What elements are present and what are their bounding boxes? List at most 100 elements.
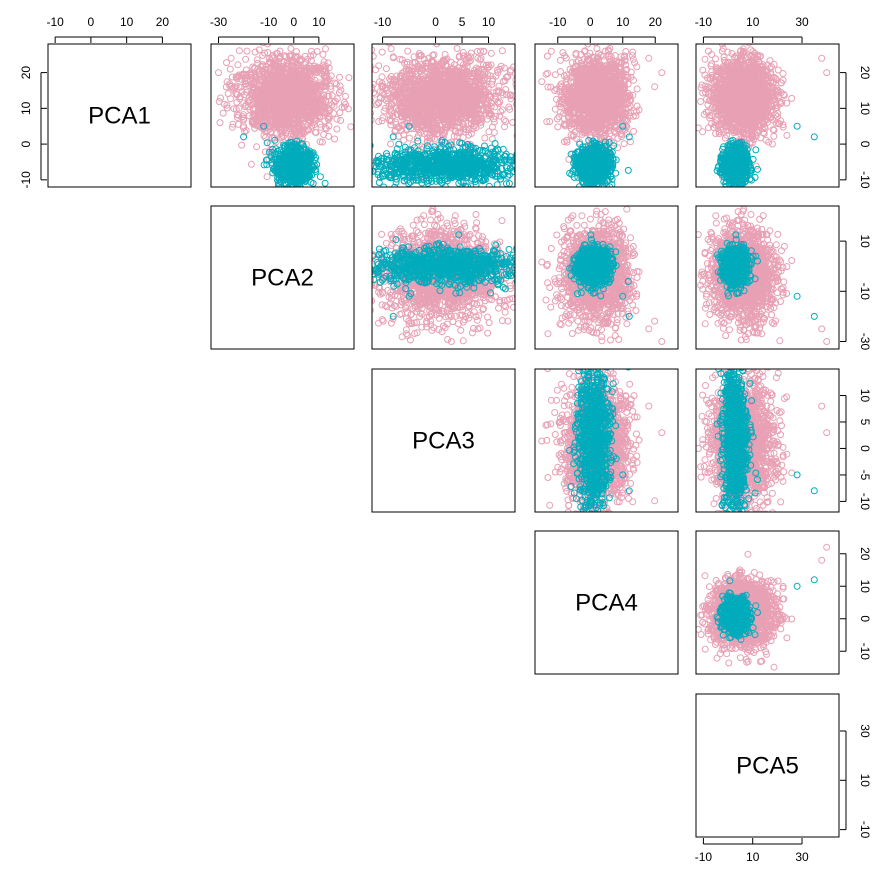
data-point xyxy=(296,170,304,178)
data-point xyxy=(322,82,330,90)
data-point xyxy=(471,178,479,186)
data-point xyxy=(266,79,274,87)
data-point xyxy=(361,82,367,88)
data-point xyxy=(266,55,273,62)
data-point xyxy=(415,164,423,172)
data-point xyxy=(281,129,289,137)
data-point xyxy=(313,161,321,169)
data-point xyxy=(455,52,463,60)
data-point xyxy=(261,148,269,156)
data-point xyxy=(513,132,515,139)
data-point xyxy=(363,108,369,114)
data-point xyxy=(288,90,296,98)
data-point xyxy=(356,172,362,178)
data-point xyxy=(423,137,431,145)
data-point xyxy=(476,56,484,64)
data-point xyxy=(493,181,501,187)
data-point xyxy=(243,47,251,55)
data-point xyxy=(287,188,293,194)
data-point xyxy=(422,116,429,124)
data-point xyxy=(494,153,502,161)
data-point xyxy=(355,141,361,147)
data-point xyxy=(467,53,475,61)
data-point xyxy=(517,108,523,114)
data-point xyxy=(249,80,257,88)
data-point xyxy=(390,170,398,178)
data-point xyxy=(331,135,339,143)
data-point xyxy=(520,168,526,174)
data-point xyxy=(446,158,453,165)
data-point xyxy=(274,179,282,187)
data-point xyxy=(231,84,239,91)
data-point xyxy=(382,65,390,73)
data-point xyxy=(378,48,386,56)
data-point xyxy=(289,106,297,114)
data-point xyxy=(447,141,455,149)
data-point xyxy=(509,92,515,100)
data-point xyxy=(356,162,362,168)
data-point xyxy=(481,142,488,150)
data-point xyxy=(304,70,312,77)
data-point xyxy=(301,128,309,136)
data-point xyxy=(313,97,320,105)
data-point xyxy=(346,170,352,176)
data-point xyxy=(280,113,288,121)
data-point xyxy=(336,82,344,90)
data-point xyxy=(430,118,438,126)
data-point xyxy=(220,100,228,108)
data-point xyxy=(233,75,241,83)
data-point xyxy=(404,78,412,86)
data-point xyxy=(491,140,499,147)
data-point xyxy=(283,74,291,82)
outlier-point xyxy=(227,54,235,62)
data-point xyxy=(347,123,354,131)
data-point xyxy=(396,168,404,176)
data-point xyxy=(498,47,506,55)
data-point xyxy=(497,62,505,70)
data-point xyxy=(464,172,472,180)
data-point xyxy=(312,67,320,75)
data-point xyxy=(281,161,289,169)
data-point xyxy=(467,164,475,172)
data-point xyxy=(473,77,481,85)
points-layer xyxy=(215,44,831,671)
data-point xyxy=(362,54,368,60)
data-point xyxy=(513,84,515,91)
data-point xyxy=(419,122,427,130)
data-point xyxy=(288,52,296,59)
data-point xyxy=(470,66,478,74)
data-point xyxy=(517,184,523,190)
data-point xyxy=(352,98,358,104)
data-point xyxy=(273,63,281,70)
data-point xyxy=(512,76,515,84)
data-point xyxy=(319,51,327,58)
data-point xyxy=(519,162,525,168)
data-point xyxy=(309,51,317,59)
data-point xyxy=(404,47,412,55)
data-point xyxy=(405,70,413,77)
data-point xyxy=(432,68,440,76)
data-point xyxy=(418,75,426,83)
data-point xyxy=(464,70,472,78)
data-point xyxy=(321,179,329,187)
data-point xyxy=(544,167,550,173)
data-point xyxy=(523,81,529,87)
data-point xyxy=(509,168,515,176)
data-point xyxy=(264,44,272,48)
data-point xyxy=(305,154,313,162)
data-point xyxy=(269,78,277,86)
data-point xyxy=(517,178,523,184)
data-point xyxy=(226,80,234,88)
data-point xyxy=(547,149,553,155)
data-point xyxy=(459,171,467,179)
data-point xyxy=(288,78,296,86)
data-point xyxy=(415,52,423,60)
data-point xyxy=(487,99,495,107)
data-point xyxy=(490,158,498,166)
data-point xyxy=(473,48,481,55)
data-point xyxy=(241,78,249,86)
data-point xyxy=(427,125,435,133)
data-point xyxy=(437,163,445,171)
data-point xyxy=(286,144,294,152)
data-point xyxy=(410,75,418,83)
